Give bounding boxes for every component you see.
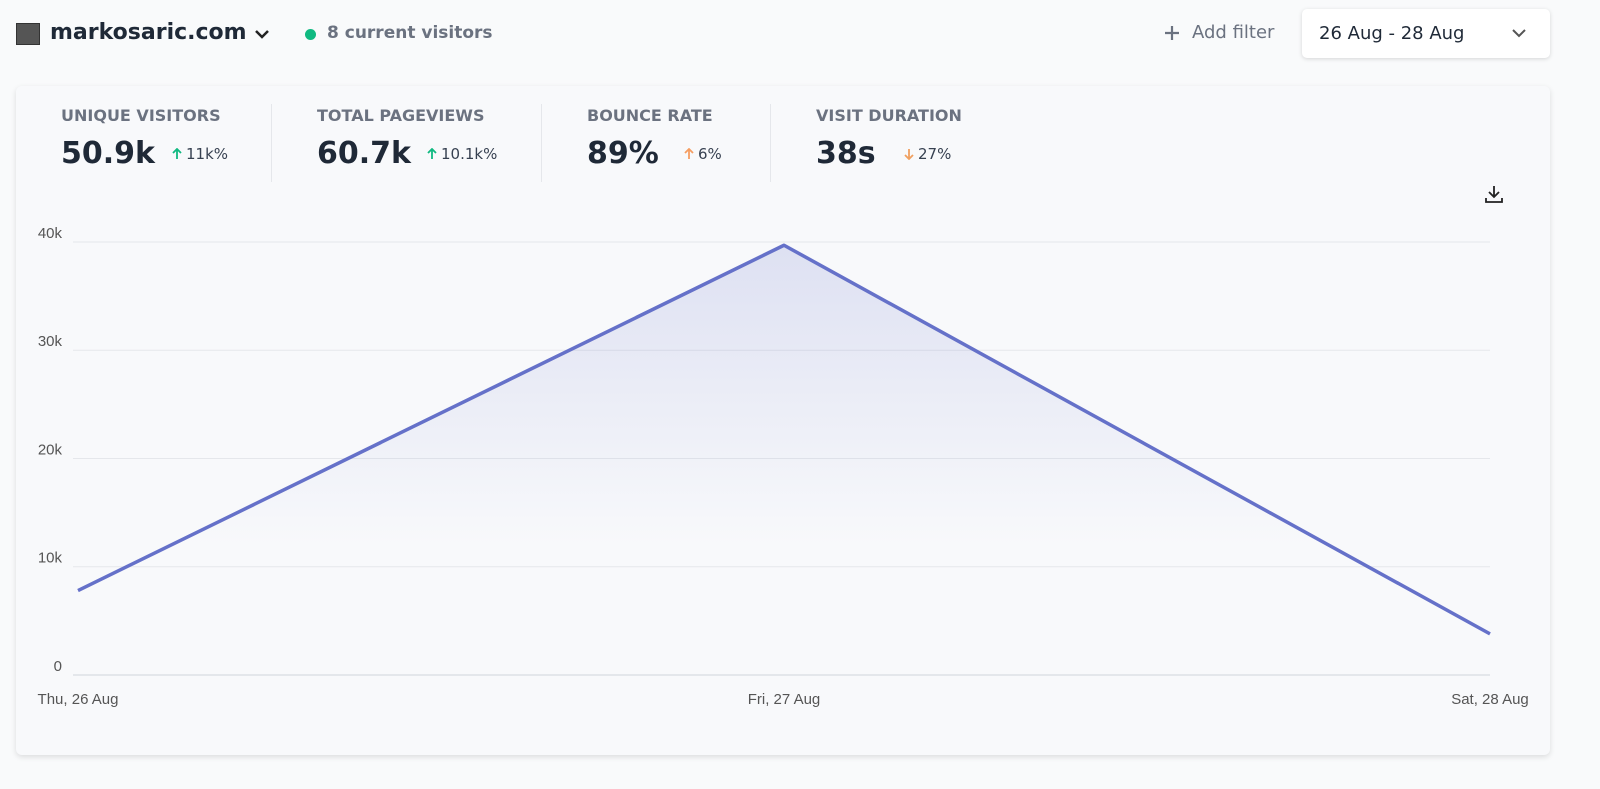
download-icon[interactable] (1483, 183, 1505, 205)
stat-change: 27% (918, 145, 952, 163)
plus-icon[interactable] (1163, 24, 1181, 42)
stat-change: 11k% (186, 145, 229, 163)
site-favicon (16, 23, 40, 45)
arrow-up (172, 148, 182, 159)
stat-value[interactable]: 89% (587, 136, 659, 171)
x-tick-label: Fri, 27 Aug (748, 691, 821, 708)
y-tick-label: 30k (38, 333, 63, 350)
stat-change: 10.1k% (441, 145, 498, 163)
site-chevron[interactable] (252, 24, 272, 44)
y-tick-label: 0 (54, 658, 62, 675)
divider (271, 104, 272, 182)
stat-label[interactable]: VISIT DURATION (816, 106, 962, 125)
arrow-up (427, 148, 437, 159)
y-tick-label: 40k (38, 225, 63, 242)
stat-value[interactable]: 38s (816, 136, 876, 171)
y-tick-label: 10k (38, 550, 63, 567)
arrow-down (904, 149, 914, 160)
site-name[interactable]: markosaric.com (50, 20, 247, 45)
y-tick-label: 20k (38, 441, 63, 458)
date-picker[interactable]: 26 Aug - 28 Aug (1302, 9, 1550, 58)
date-range[interactable]: 26 Aug - 28 Aug (1319, 23, 1465, 44)
divider (541, 104, 542, 182)
current-visitors[interactable]: 8 current visitors (327, 23, 493, 43)
date-chevron[interactable] (1509, 23, 1529, 43)
stat-change: 6% (698, 145, 722, 163)
stat-value[interactable]: 50.9k (61, 136, 155, 171)
stat-label[interactable]: BOUNCE RATE (587, 106, 713, 125)
x-tick-label: Thu, 26 Aug (38, 691, 119, 708)
area (78, 245, 1490, 675)
stat-label[interactable]: TOTAL PAGEVIEWS (317, 106, 485, 125)
add-filter[interactable]: Add filter (1192, 22, 1275, 43)
stat-value[interactable]: 60.7k (317, 136, 411, 171)
arrow-up (684, 148, 694, 159)
x-tick-label: Sat, 28 Aug (1451, 691, 1529, 708)
live-dot (305, 29, 316, 40)
divider (770, 104, 771, 182)
stat-label[interactable]: UNIQUE VISITORS (61, 106, 221, 125)
line (77, 243, 1491, 636)
